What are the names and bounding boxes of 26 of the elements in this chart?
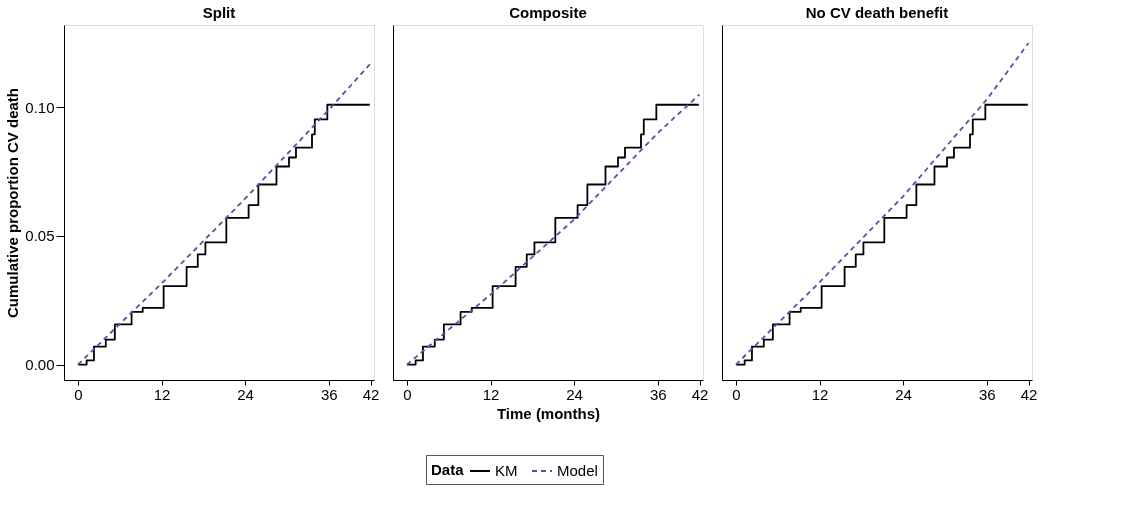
y-tick-label: 0.00	[25, 356, 55, 374]
legend-label: KM	[495, 462, 518, 479]
x-tick-label: 12	[153, 385, 171, 403]
x-tick-label: 42	[1020, 385, 1038, 403]
x-tick-label: 42	[691, 385, 709, 403]
x-tick-label: 24	[895, 385, 912, 403]
x-tick-label: 42	[362, 385, 380, 403]
x-tick-label: 12	[811, 385, 829, 403]
x-tick-label: 36	[978, 385, 996, 403]
x-tick-label: 36	[649, 385, 667, 403]
chart-title: Composite	[509, 4, 587, 21]
x-axis-title: Time (months)	[496, 404, 601, 422]
chart-title: Split	[202, 4, 236, 21]
chart-title: No CV death benefit	[805, 4, 949, 21]
x-tick-label: 24	[566, 385, 583, 403]
y-axis-title: Cumulative proportion CV death	[4, 87, 22, 319]
y-tick-label: 0.05	[25, 227, 55, 245]
x-tick-label: 12	[482, 385, 500, 403]
x-tick-label: 0	[403, 385, 412, 403]
x-tick-label: 24	[237, 385, 254, 403]
x-tick-label: 0	[732, 385, 741, 403]
legend-label: Model	[557, 462, 598, 479]
x-tick-label: 0	[74, 385, 83, 403]
legend-title: Data	[431, 461, 465, 478]
y-tick-label: 0.10	[25, 98, 55, 116]
x-tick-label: 36	[320, 385, 338, 403]
